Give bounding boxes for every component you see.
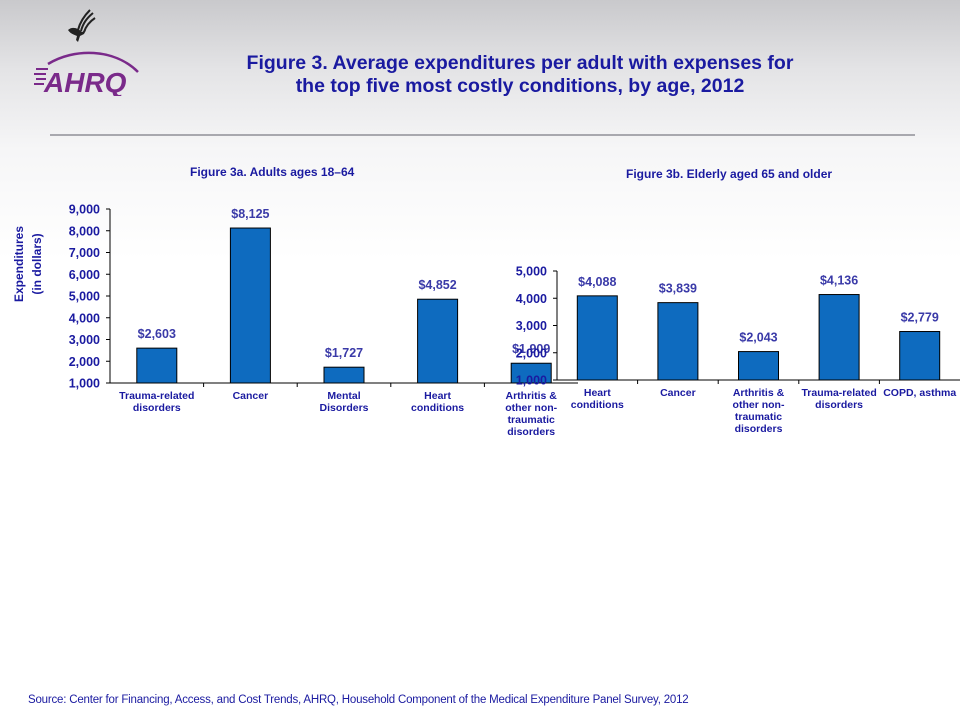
y-tick-label: 3,000 — [69, 333, 100, 347]
chart-b-title: Figure 3b. Elderly aged 65 and older — [626, 167, 833, 181]
bar — [229, 227, 271, 384]
bar — [657, 302, 699, 381]
y-tick-label: 4,000 — [516, 292, 547, 306]
y-tick-label: 1,000 — [516, 374, 547, 388]
x-category-label: Heart — [584, 387, 611, 399]
x-category-label: disorders — [735, 423, 783, 435]
x-category-label: other non- — [733, 399, 785, 411]
y-tick-label: 3,000 — [516, 319, 547, 333]
x-category-label: COPD, asthma — [883, 387, 956, 399]
title-line-1: Figure 3. Average expenditures per adult… — [246, 52, 794, 74]
bar-value-label: $8,125 — [231, 207, 269, 221]
x-category-label: Arthritis & — [733, 387, 785, 399]
y-tick-label: 2,000 — [69, 355, 100, 369]
bar-value-label: $4,088 — [578, 275, 616, 289]
bar-value-label: $4,136 — [820, 274, 858, 288]
bar — [818, 294, 860, 381]
chart-a: 1,000 2,000 3,000 4,000 5,000 6,000 7,000 8,000… — [69, 203, 578, 438]
hhs-eagle-icon — [68, 9, 96, 42]
chart-b: 1,000 2,000 3,000 4,000 5,000 $4,088 Heartcond… — [516, 265, 960, 435]
bar-value-label: $2,603 — [138, 327, 176, 341]
bar — [136, 347, 178, 384]
x-category-label: disorders — [133, 402, 181, 414]
x-category-label: Arthritis & — [506, 390, 558, 402]
x-category-label: Mental — [327, 390, 360, 402]
y-tick-label: 2,000 — [516, 346, 547, 360]
title-line-2: the top five most costly conditions, by … — [295, 75, 745, 97]
y-tick-label: 9,000 — [69, 203, 100, 217]
chart-a-title: Figure 3a. Adults ages 18–64 — [190, 165, 355, 179]
x-category-label: Trauma-related — [801, 387, 876, 399]
ahrq-logo-text: AHRQ — [43, 67, 127, 96]
y-tick-label: 8,000 — [69, 224, 100, 238]
x-category-label: Trauma-related — [119, 390, 194, 402]
title-divider — [50, 134, 915, 136]
bar-value-label: $4,852 — [418, 278, 456, 292]
x-category-label: Cancer — [660, 387, 696, 399]
bar-value-label: $1,909 — [512, 342, 550, 356]
y-tick-label: 5,000 — [69, 290, 100, 304]
x-category-label: disorders — [815, 399, 863, 411]
y-tick-label: 7,000 — [69, 246, 100, 260]
bar-value-label: $2,043 — [739, 331, 777, 345]
ahrq-logo: AHRQ — [34, 51, 139, 96]
x-category-label: Disorders — [319, 402, 368, 414]
x-category-label: Cancer — [233, 390, 269, 402]
bar — [323, 366, 365, 384]
bar — [899, 331, 941, 381]
y-tick-label: 4,000 — [69, 311, 100, 325]
y-tick-label: 1,000 — [69, 377, 100, 391]
source-note: Source: Center for Financing, Access, an… — [28, 694, 689, 706]
bar — [576, 295, 618, 381]
y-tick-label: 6,000 — [69, 268, 100, 282]
x-category-label: conditions — [411, 402, 464, 414]
x-category-label: traumatic — [735, 411, 782, 423]
bar — [417, 298, 459, 384]
x-category-label: Heart — [424, 390, 451, 402]
bar-value-label: $2,779 — [901, 311, 939, 325]
y-tick-label: 5,000 — [516, 265, 547, 279]
x-category-label: traumatic — [508, 414, 555, 426]
bar — [738, 351, 779, 381]
page-title: Figure 3. Average expenditures per adult… — [200, 52, 840, 98]
bar-value-label: $1,727 — [325, 346, 363, 360]
x-category-label: other non- — [505, 402, 557, 414]
x-category-label: disorders — [507, 426, 555, 438]
bar-value-label: $3,839 — [659, 282, 697, 296]
bar — [510, 362, 552, 384]
x-category-label: conditions — [571, 399, 624, 411]
